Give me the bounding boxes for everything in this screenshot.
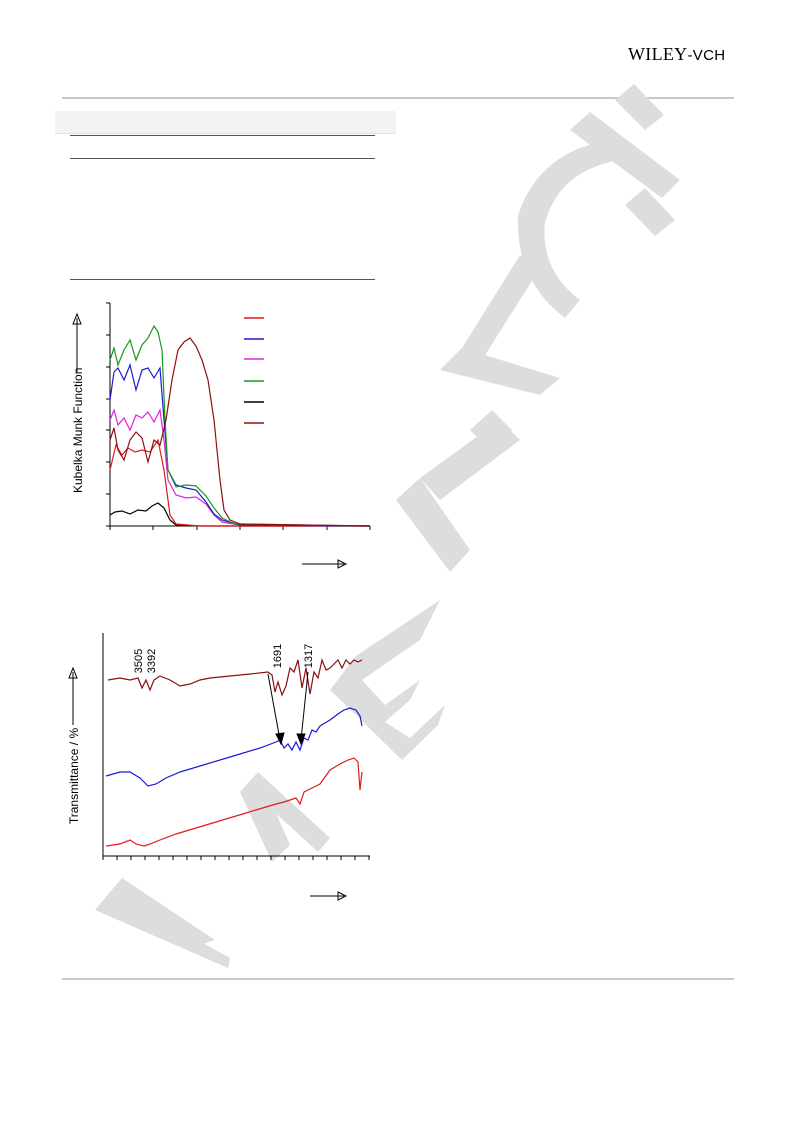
footer-rule bbox=[62, 978, 734, 980]
uv-vis-axis-arrows bbox=[72, 312, 348, 569]
ftir-series bbox=[105, 657, 363, 847]
publisher-name: WILEY bbox=[628, 44, 688, 64]
ftir-axis-arrows bbox=[68, 666, 348, 901]
uv-vis-x-ticks bbox=[109, 526, 371, 530]
series-red bbox=[109, 438, 370, 527]
series-darkred bbox=[109, 337, 371, 527]
series-magenta bbox=[109, 407, 371, 527]
uv-vis-series bbox=[109, 324, 371, 527]
header-rule bbox=[62, 97, 734, 99]
ftir-series-darkred bbox=[107, 657, 363, 697]
peak-label-1691: 1691 bbox=[272, 643, 285, 669]
publisher-logo: WILEY-VCH bbox=[628, 44, 725, 65]
ftir-series-red bbox=[105, 757, 363, 847]
table-bottom-rule bbox=[70, 279, 375, 280]
ftir-y-label: Transmittance / % bbox=[67, 727, 81, 825]
peak-label-3505: 3505 bbox=[133, 648, 146, 674]
peak-label-3392: 3392 bbox=[146, 648, 159, 674]
ftir-series-blue bbox=[105, 707, 363, 787]
ftir-annotation-arrows bbox=[267, 671, 309, 746]
peak-label-1317: 1317 bbox=[303, 643, 316, 669]
series-green bbox=[109, 324, 371, 527]
ftir-axes bbox=[102, 633, 370, 860]
table-caption-box bbox=[55, 111, 396, 134]
ftir-x-ticks bbox=[102, 856, 370, 860]
uv-vis-y-ticks bbox=[106, 302, 110, 527]
table-header-rule bbox=[70, 158, 375, 159]
table-top-rule bbox=[70, 135, 375, 136]
series-black bbox=[109, 502, 370, 527]
series-blue bbox=[109, 363, 371, 527]
publisher-suffix: -VCH bbox=[687, 47, 726, 64]
uv-vis-legend bbox=[244, 317, 264, 424]
